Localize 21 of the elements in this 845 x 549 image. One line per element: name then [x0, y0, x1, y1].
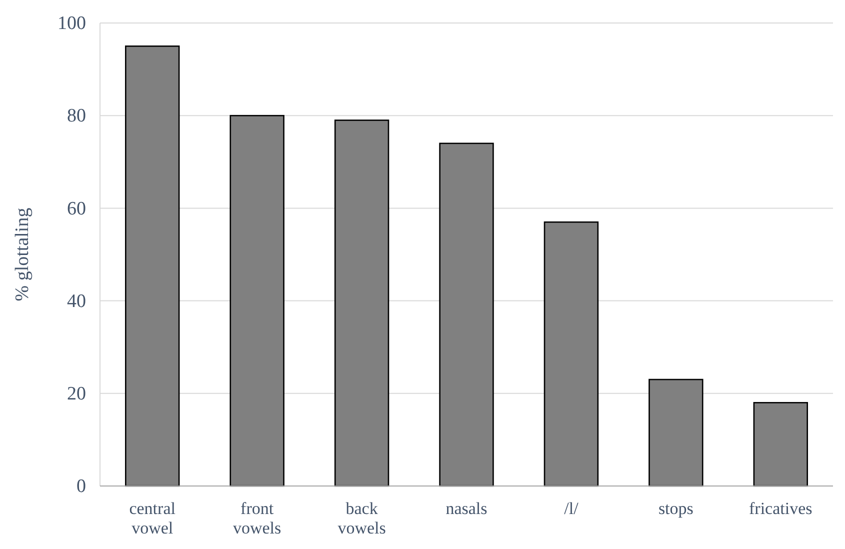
x-tick-label: /l/: [564, 499, 579, 518]
bar: [648, 378, 704, 487]
y-axis-title: % glottaling: [12, 207, 33, 302]
x-tick-label: stops: [658, 499, 694, 518]
bar: [334, 120, 390, 487]
y-tick-label: 60: [67, 198, 86, 220]
bar: [439, 142, 494, 487]
y-tick-label: 100: [58, 13, 86, 34]
bar: [753, 402, 808, 487]
y-tick-label: 0: [76, 476, 86, 498]
y-tick-label: 40: [67, 290, 86, 312]
x-tick-label: central vowel: [129, 499, 176, 538]
x-tick-label: fricatives: [749, 499, 812, 518]
y-tick-label: 80: [67, 106, 86, 127]
y-tick-label: 20: [67, 383, 86, 404]
bar: [125, 46, 180, 487]
bar: [544, 221, 599, 487]
x-tick-label: front vowels: [232, 499, 282, 538]
x-tick-label: nasals: [446, 499, 488, 518]
bar: [230, 114, 284, 487]
x-tick-label: back vowels: [338, 499, 386, 538]
